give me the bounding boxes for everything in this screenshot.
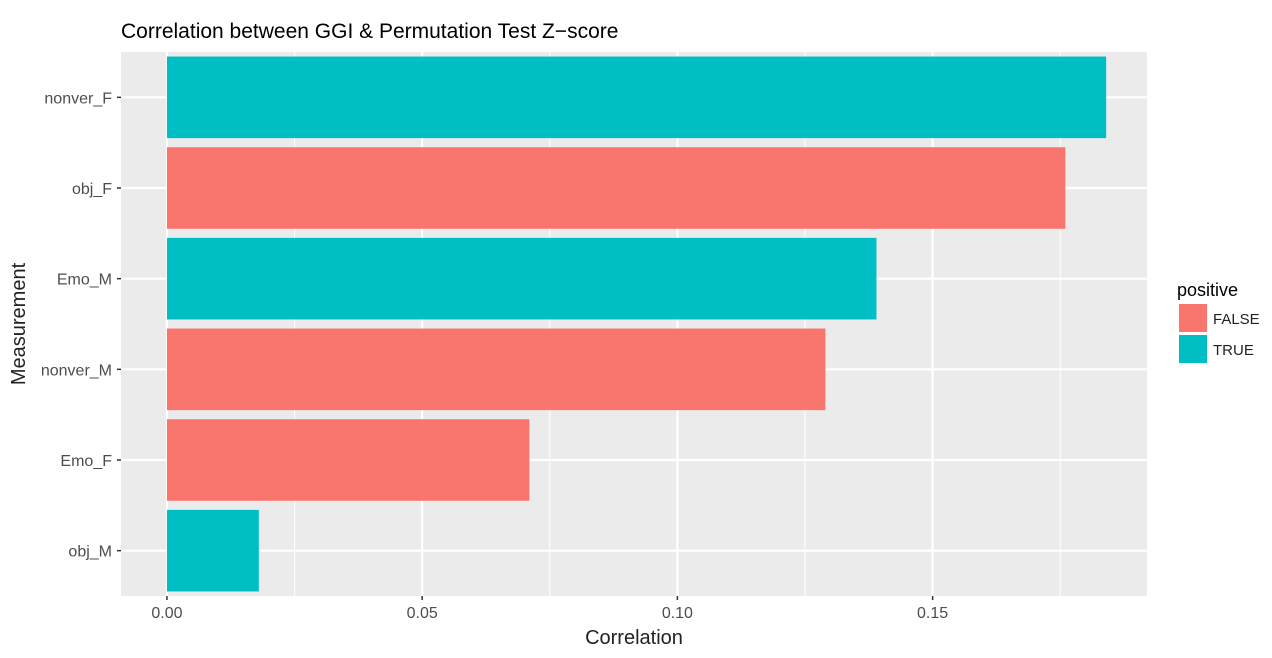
x-axis-title: Correlation xyxy=(585,627,683,649)
legend-swatch-true xyxy=(1179,335,1207,363)
y-tick-label: nonver_M xyxy=(41,362,112,379)
y-axis-ticks: obj_M Emo_F nonver_M Emo_M obj_F nonver_F xyxy=(41,90,121,561)
bars xyxy=(166,56,1107,592)
y-tick-label: obj_M xyxy=(68,544,112,561)
grid-minor xyxy=(294,52,1061,596)
plot-panel xyxy=(121,52,1147,596)
x-tick-label: 0.00 xyxy=(151,605,182,622)
bar-obj-m xyxy=(166,509,259,592)
bar-emo-m xyxy=(166,237,877,320)
x-tick-label: 0.10 xyxy=(662,605,693,622)
x-tick-label: 0.05 xyxy=(407,605,438,622)
y-axis-title: Measurement xyxy=(8,262,30,385)
y-tick-label: nonver_F xyxy=(44,90,112,107)
y-tick-label: Emo_M xyxy=(57,272,112,289)
bar-obj-f xyxy=(166,147,1066,229)
legend: positive FALSE TRUE xyxy=(1177,280,1260,363)
legend-swatch-false xyxy=(1179,304,1207,332)
y-tick-label: Emo_F xyxy=(60,453,112,470)
x-axis-ticks: 0.00 0.05 0.10 0.15 xyxy=(151,596,948,622)
y-tick-label: obj_F xyxy=(72,181,112,198)
legend-label-true: TRUE xyxy=(1213,342,1254,359)
legend-title: positive xyxy=(1177,280,1238,300)
bar-emo-f xyxy=(166,419,530,501)
chart-title: Correlation between GGI & Permutation Te… xyxy=(121,20,618,43)
bar-nonver-f xyxy=(166,56,1107,139)
legend-label-false: FALSE xyxy=(1213,311,1260,328)
bar-nonver-m xyxy=(166,328,826,411)
x-tick-label: 0.15 xyxy=(917,605,948,622)
